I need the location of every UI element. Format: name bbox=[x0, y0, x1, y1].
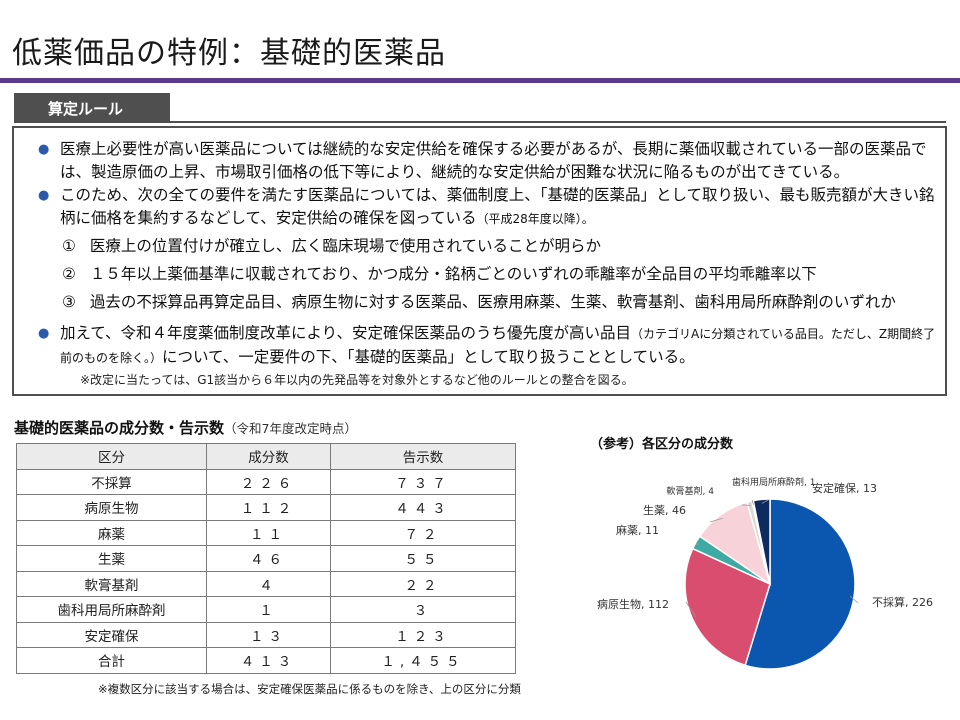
rule-tag: 算定ルール bbox=[14, 93, 170, 123]
table-row: 軟膏基剤 ４ ２２ bbox=[16, 570, 517, 597]
table-note: ※複数区分に該当する場合は、安定確保医薬品に係るものを除き、上の区分に分類 bbox=[98, 682, 521, 696]
pie-labels: 不採算, 226 病原生物, 112 麻薬, 11 生薬, 46 軟膏基剤, 4 歯科用局… bbox=[597, 476, 933, 618]
bullet-text: 加えて、令和４年度薬価制度改革により、安定確保医薬品のうち優先度が高い品目（カテ… bbox=[60, 322, 938, 370]
table-header: 成分数 bbox=[206, 443, 331, 470]
pie-leader-line bbox=[761, 499, 769, 504]
table-cell: ４６ bbox=[206, 545, 331, 572]
table-row: 不採算 ２２６ ７３７ bbox=[16, 468, 517, 495]
table-subtitle: （令和7年度改定時点） bbox=[224, 421, 357, 436]
bullet-text-main: 加えて、令和４年度薬価制度改革により、安定確保医薬品のうち優先度が高い品目 bbox=[60, 324, 632, 342]
pie-leader-line bbox=[685, 601, 697, 618]
table-cell: １,４５５ bbox=[329, 647, 517, 674]
table-cell: １ bbox=[206, 596, 331, 623]
table-cell: ４ bbox=[206, 570, 331, 597]
title-underline bbox=[0, 78, 960, 83]
table-cell: ７３７ bbox=[329, 468, 517, 495]
pie-label: 歯科用局所麻酔剤, 1 bbox=[732, 476, 815, 488]
table-cell: ５５ bbox=[329, 545, 517, 572]
table-cell: ４１３ bbox=[206, 647, 331, 674]
condition-text: 医療上の位置付けが確立し、広く臨床現場で使用されていることが明らか bbox=[89, 237, 601, 255]
table-header: 告示数 bbox=[329, 443, 517, 470]
pie-label: 病原生物, 112 bbox=[597, 597, 669, 611]
condition-marker: ③ bbox=[62, 293, 76, 311]
table-title: 基礎的医薬品の成分数・告示数（令和7年度改定時点） bbox=[14, 417, 357, 438]
table-cell: ２２ bbox=[329, 570, 517, 597]
table-cell: １２３ bbox=[329, 621, 517, 648]
table-row: 歯科用局所麻酔剤 １ ３ bbox=[16, 596, 517, 623]
page-title: 低薬価品の特例：基礎的医薬品 bbox=[12, 36, 446, 71]
pie-label: 軟膏基剤, 4 bbox=[667, 485, 715, 497]
rule-note: ※改定に当たっては、G1該当から６年以内の先発品等を対象外とするなど他のルールと… bbox=[80, 373, 634, 387]
table-cell: １１ bbox=[206, 519, 331, 546]
table-title-main: 基礎的医薬品の成分数・告示数 bbox=[14, 419, 225, 437]
table-cell: 合計 bbox=[16, 647, 207, 674]
bullet-text-tail: について、一定要件の下、「基礎的医薬品」として取り扱うこととしている。 bbox=[162, 348, 695, 366]
pie-label: 不採算, 226 bbox=[872, 595, 933, 609]
bullet-text-small: （平成28年度以降）。 bbox=[476, 212, 594, 226]
condition-item: ② １５年以上薬価基準に収載されており、かつ成分・銘柄ごとのいずれの乖離率が全品目… bbox=[62, 263, 817, 286]
table-header-row: 区分 成分数 告示数 bbox=[16, 443, 517, 470]
table-header: 区分 bbox=[16, 443, 207, 470]
condition-marker: ① bbox=[62, 237, 76, 255]
table-cell: １３ bbox=[206, 621, 331, 648]
table-row: 安定確保 １３ １２３ bbox=[16, 621, 517, 648]
condition-marker: ② bbox=[62, 265, 76, 283]
pie-chart: 不採算, 226 病原生物, 112 麻薬, 11 生薬, 46 軟膏基剤, 4 歯科用局… bbox=[597, 476, 933, 670]
rule-box: ● 医療上必要性が高い医薬品については継続的な安定供給を確保する必要があるが、長… bbox=[12, 126, 947, 396]
table-cell: 麻薬 bbox=[16, 519, 207, 546]
table-row: 生薬 ４６ ５５ bbox=[16, 545, 517, 572]
bullet-text-small: （カテゴリAに分類されている品目。ただし、Z期間終了前のものを除く。） bbox=[60, 327, 936, 365]
condition-text: １５年以上薬価基準に収載されており、かつ成分・銘柄ごとのいずれの乖離率が全品目の… bbox=[89, 265, 817, 283]
pie-label: 安定確保, 13 bbox=[812, 481, 877, 495]
bullet-icon: ● bbox=[38, 142, 50, 157]
condition-item: ① 医療上の位置付けが確立し、広く臨床現場で使用されていることが明らか bbox=[62, 235, 601, 258]
pie-label: 生薬, 46 bbox=[643, 503, 686, 517]
pie-leader-line bbox=[849, 595, 859, 604]
bullet-icon: ● bbox=[38, 326, 50, 341]
table-cell: 歯科用局所麻酔剤 bbox=[16, 596, 207, 623]
table-row: 麻薬 １１ ７２ bbox=[16, 519, 517, 546]
counts-table: 区分 成分数 告示数 不採算 ２２６ ７３７ 病原生物 １１２ ４４３ 麻薬 １１ ７２ 生… bbox=[16, 443, 517, 674]
condition-item: ③ 過去の不採算品再算定品目、病原生物に対する医薬品、医療用麻薬、生薬、軟膏基剤、… bbox=[62, 291, 896, 314]
table-row: 病原生物 １１２ ４４３ bbox=[16, 494, 517, 521]
pie-slice-安定確保 bbox=[752, 498, 771, 585]
bullet-icon: ● bbox=[38, 188, 50, 203]
bullet-text: このため、次の全ての要件を満たす医薬品については、薬価制度上、「基礎的医薬品」と… bbox=[60, 184, 938, 231]
table-row-total: 合計 ４１３ １,４５５ bbox=[16, 647, 517, 674]
pie-slice-病原生物 bbox=[684, 547, 771, 667]
table-cell: 病原生物 bbox=[16, 494, 207, 521]
pie-leader-line bbox=[709, 517, 723, 523]
table-cell: １１２ bbox=[206, 494, 331, 521]
table-cell: 安定確保 bbox=[16, 621, 207, 648]
table-cell: ７２ bbox=[329, 519, 517, 546]
table-cell: 生薬 bbox=[16, 545, 207, 572]
pie-slice-不採算 bbox=[744, 498, 856, 670]
pie-label: 麻薬, 11 bbox=[616, 523, 659, 537]
table-cell: 軟膏基剤 bbox=[16, 570, 207, 597]
pie-slices bbox=[684, 498, 856, 670]
chart-title: （参考）各区分の成分数 bbox=[590, 437, 734, 452]
table-cell: ３ bbox=[329, 596, 517, 623]
rule-tag-line bbox=[170, 121, 946, 123]
table-cell: 不採算 bbox=[16, 468, 207, 495]
table-cell: ４４３ bbox=[329, 494, 517, 521]
bullet-text-main: このため、次の全ての要件を満たす医薬品については、薬価制度上、「基礎的医薬品」と… bbox=[60, 186, 935, 227]
condition-text: 過去の不採算品再算定品目、病原生物に対する医薬品、医療用麻薬、生薬、軟膏基剤、歯… bbox=[89, 293, 896, 311]
table-cell: ２２６ bbox=[206, 468, 331, 495]
pie-leader-line bbox=[751, 499, 754, 505]
bullet-text: 医療上必要性が高い医薬品については継続的な安定供給を確保する必要があるが、長期に… bbox=[60, 140, 927, 181]
